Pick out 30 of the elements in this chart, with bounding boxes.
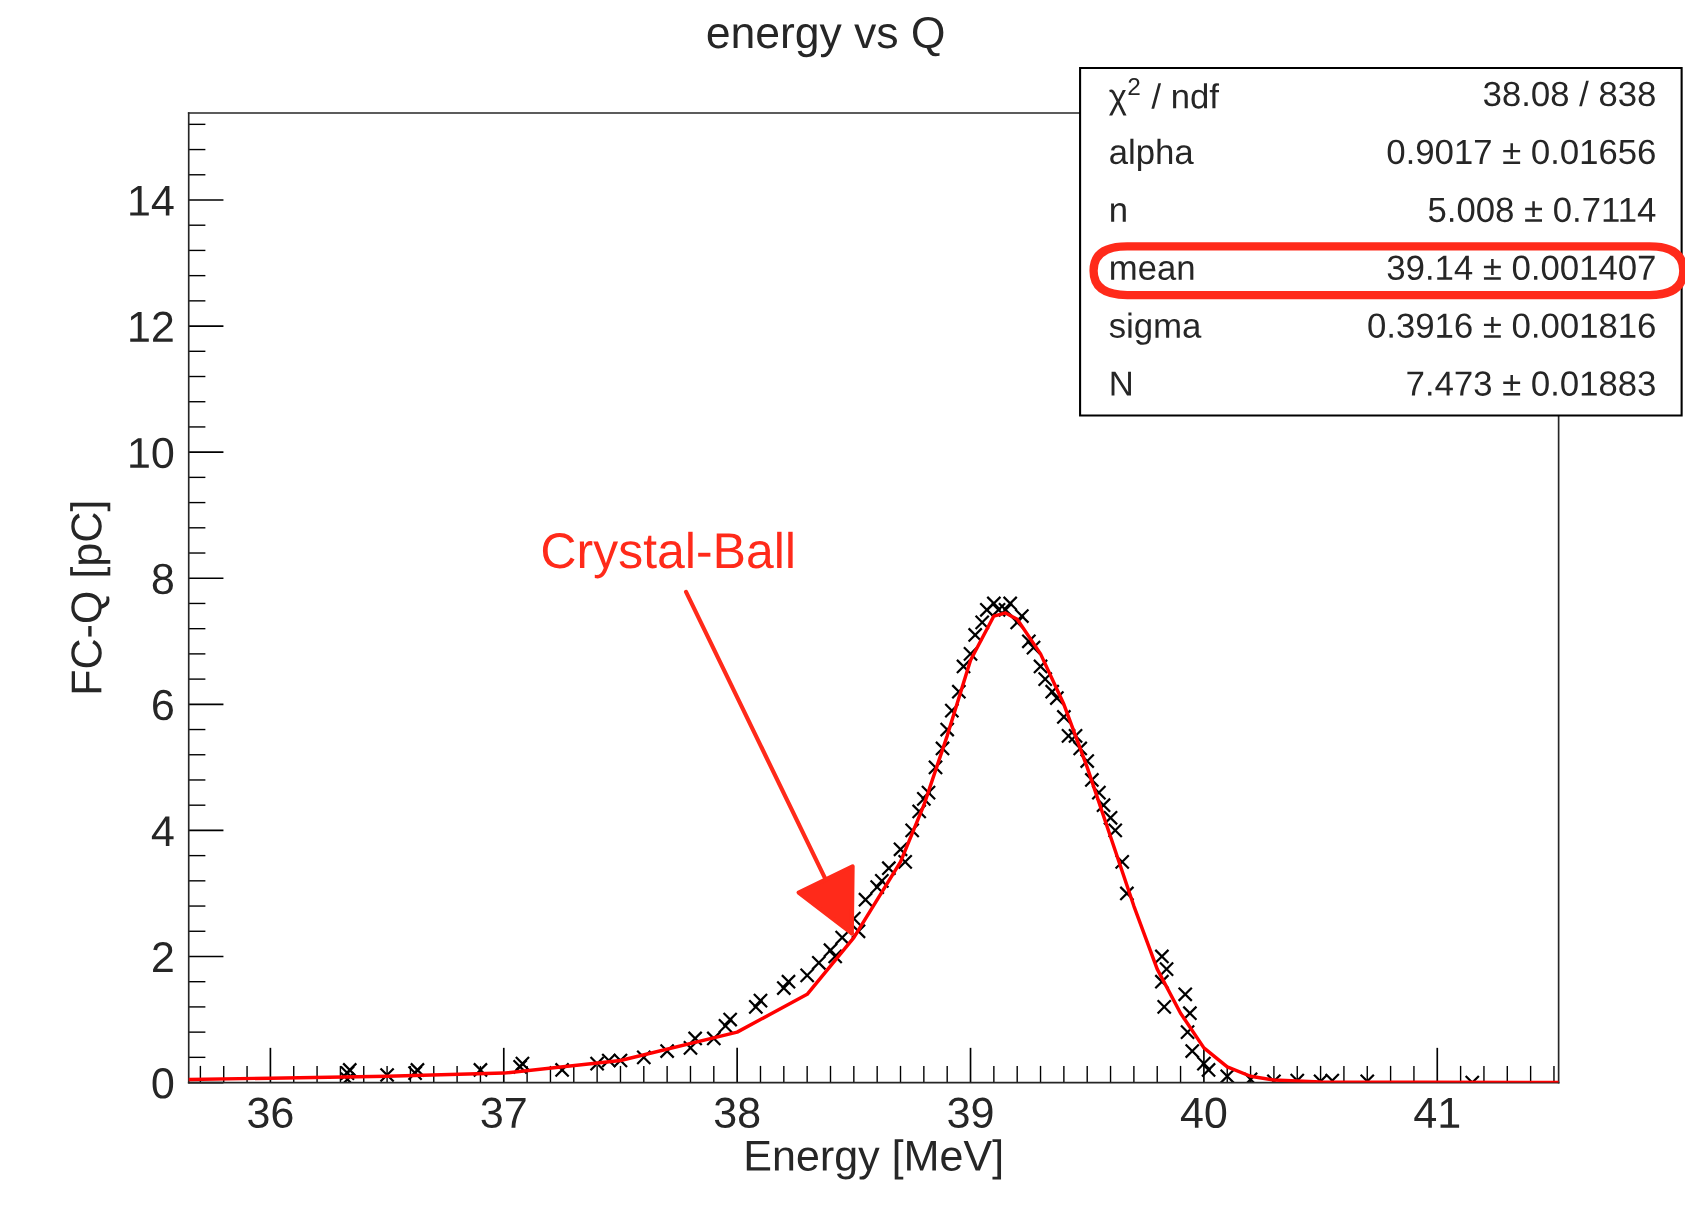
y-tick-label: 10 [130,437,174,469]
annotation: χ$^{2}$ / ndf [1109,78,1220,116]
y-tick-label: 2 [153,942,173,973]
y-tick-label: 14 [130,185,174,216]
x-tick-label: 41 [1414,1098,1460,1128]
annotation: mean [1111,261,1194,281]
annotation: alpha [1110,138,1194,172]
annotation: 0.3916 ± 0.001816 [1368,313,1655,338]
y-tick-label: 8 [152,563,173,595]
y-tick-label: 12 [130,311,173,342]
annotation: n [1111,203,1126,222]
y-tick-label: 0 [152,1068,174,1099]
x-tick-label: 39 [948,1097,993,1129]
chart-title: energy vs Q [707,16,944,58]
annotation: Crystal-Ball [542,531,793,579]
annotation: 5.008 ± 0.7114 [1428,197,1656,223]
x-tick-label: 38 [714,1097,760,1129]
x-tick-label: 37 [481,1097,526,1129]
text: 38.08 / 838 [1483,80,1655,107]
annotation: 7.473 ± 0.01883 [1407,371,1655,396]
y-tick-label: 4 [151,816,174,846]
y-tick-label: 6 [153,689,173,721]
y-axis-title: FC-Q [pC] [70,502,111,693]
x-tick-label: 36 [248,1097,293,1129]
annotation: N [1111,371,1131,396]
annotation: 0.9017 ± 0.01656 [1387,139,1655,165]
annotation: 39.14 ± 0.001407 [1387,255,1655,281]
annotation: sigma [1109,312,1202,345]
x-tick-label: 40 [1180,1097,1227,1129]
x-axis-title: Energy [MeV] [746,1139,1002,1180]
